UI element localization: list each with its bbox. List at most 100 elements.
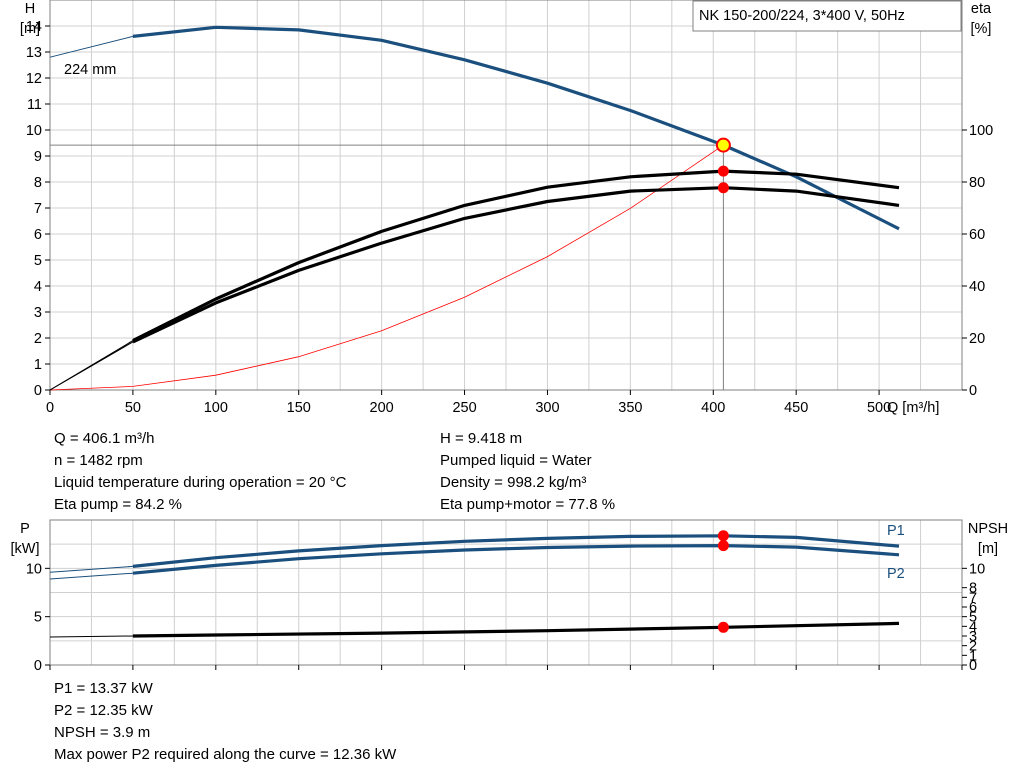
head-y-tick-label: 12 <box>26 71 42 87</box>
h-axis-label-line1: H <box>25 1 35 17</box>
power-point-marker-p <box>717 530 729 542</box>
curve-annotation: 224 mm <box>64 62 116 78</box>
head-series-h-0-extension <box>49 35 134 58</box>
power-y2-tick-label: 4 <box>969 619 977 635</box>
head-series-eta-3 <box>132 186 900 344</box>
eta-pump-value: Eta pump = 84.2 % <box>54 496 182 513</box>
head-y-tick-label: 13 <box>26 45 42 61</box>
power-chart-frame <box>49 519 963 666</box>
head-chart-frame <box>49 0 963 391</box>
npsh-value: NPSH = 3.9 m <box>54 724 151 741</box>
power-point-marker-npsh <box>717 621 729 633</box>
power-y2-tick-label: 0 <box>969 658 977 674</box>
head-series-h-1-extension <box>49 144 724 391</box>
head-x-tick-label: 300 <box>535 400 559 416</box>
speed-value: n = 1482 rpm <box>54 452 143 469</box>
head-chart-series <box>49 25 900 391</box>
head-series-eta-2 <box>132 169 900 343</box>
power-y-tick-label: 5 <box>34 610 42 626</box>
p-axis-label-line1: P <box>20 521 30 537</box>
power-series-p2-label: P2 <box>887 566 905 582</box>
density-value: Density = 998.2 kg/m³ <box>440 474 587 491</box>
head-x-tick-label: 250 <box>452 400 476 416</box>
max-power-value: Max power P2 required along the curve = … <box>54 746 397 763</box>
head-y-tick-label: 10 <box>26 123 42 139</box>
head-x-tick-label: 150 <box>287 400 311 416</box>
x-axis-label: Q [m³/h] <box>887 400 939 416</box>
power-chart-grid <box>50 520 962 665</box>
power-y2-tick-label: 7 <box>969 590 977 606</box>
head-y-tick-label: 9 <box>34 149 42 165</box>
head-series-eta-3-extension <box>49 341 134 391</box>
flow-value: Q = 406.1 m³/h <box>54 430 155 447</box>
power-y-tick-label: 10 <box>26 561 42 577</box>
head-y-tick-label: 8 <box>34 175 42 191</box>
head-y2-tick-label: 80 <box>969 175 985 191</box>
head-x-tick-label: 100 <box>204 400 228 416</box>
p-axis-label-line2: [kW] <box>11 541 40 557</box>
npsh-axis-label-line2: [m] <box>978 541 998 557</box>
head-point-marker-eta <box>717 182 729 194</box>
pumped-liquid-value: Pumped liquid = Water <box>440 452 592 469</box>
head-y-tick-label: 6 <box>34 227 42 243</box>
head-series-h-0 <box>132 25 900 231</box>
head-y-tick-label: 4 <box>34 279 42 295</box>
power-y2-tick-label: 5 <box>969 610 977 626</box>
power-chart-series: P1 P2 <box>49 523 905 638</box>
power-series-p2 <box>132 543 900 575</box>
head-x-tick-label: 200 <box>370 400 394 416</box>
power-series-p1-extension <box>49 565 133 573</box>
eta-axis-label-line2: [%] <box>971 21 992 37</box>
head-x-tick-label: 450 <box>784 400 808 416</box>
head-y-tick-label: 5 <box>34 253 42 269</box>
p1-value: P1 = 13.37 kW <box>54 680 153 697</box>
head-y2-tick-label: 0 <box>969 383 977 399</box>
head-point-marker-eta <box>717 165 729 177</box>
head-x-tick-label: 500 <box>867 400 891 416</box>
chart-title-box: NK 150-200/224, 3*400 V, 50Hz <box>692 0 962 32</box>
power-info: P1 = 13.37 kW P2 = 12.35 kW NPSH = 3.9 m… <box>54 678 396 766</box>
p2-value: P2 = 12.35 kW <box>54 702 153 719</box>
power-y-tick-label: 0 <box>34 658 42 674</box>
head-y2-tick-label: 40 <box>969 279 985 295</box>
head-y-tick-label: 11 <box>27 97 42 113</box>
h-axis-label-line2: [m] <box>20 21 40 37</box>
duty-point-info-left: Q = 406.1 m³/h n = 1482 rpm Liquid tempe… <box>54 428 346 516</box>
power-y2-tick-label: 6 <box>969 600 977 616</box>
power-y2-tick-label: 10 <box>969 561 985 577</box>
power-point-marker-p <box>717 540 729 552</box>
duty-point-info-right: H = 9.418 m Pumped liquid = Water Densit… <box>440 428 615 516</box>
head-value: H = 9.418 m <box>440 430 523 447</box>
power-y2-tick-label: 3 <box>969 629 977 645</box>
power-series-npsh-2 <box>132 621 900 638</box>
power-y2-tick-label: 2 <box>969 639 977 655</box>
power-y2-tick-label: 8 <box>969 581 977 597</box>
power-series-npsh-2-extension <box>49 635 133 638</box>
duty-point-marker <box>715 137 731 153</box>
head-y2-tick-label: 100 <box>969 123 993 139</box>
head-y-tick-label: 14 <box>26 19 42 35</box>
head-y-tick-label: 7 <box>34 201 42 217</box>
head-x-tick-label: 350 <box>618 400 642 416</box>
eta-pump-motor-value: Eta pump+motor = 77.8 % <box>440 496 616 513</box>
head-x-tick-label: 50 <box>125 400 141 416</box>
power-y2-tick-label: 1 <box>969 648 977 664</box>
head-y-tick-label: 2 <box>34 331 42 347</box>
head-x-tick-label: 400 <box>701 400 725 416</box>
head-y2-tick-label: 60 <box>969 227 985 243</box>
head-y-tick-label: 0 <box>34 383 42 399</box>
head-x-tick-label: 0 <box>46 400 54 416</box>
power-series-p2-extension <box>49 572 133 580</box>
eta-axis-label-line1: eta <box>971 1 992 17</box>
npsh-axis-label-line1: NPSH <box>968 521 1008 537</box>
head-y2-tick-label: 20 <box>969 331 985 347</box>
power-series-p1-label: P1 <box>887 523 905 539</box>
liquid-temperature-value: Liquid temperature during operation = 20… <box>54 474 347 491</box>
chart-title: NK 150-200/224, 3*400 V, 50Hz <box>699 8 905 24</box>
head-y-tick-label: 1 <box>34 357 42 373</box>
